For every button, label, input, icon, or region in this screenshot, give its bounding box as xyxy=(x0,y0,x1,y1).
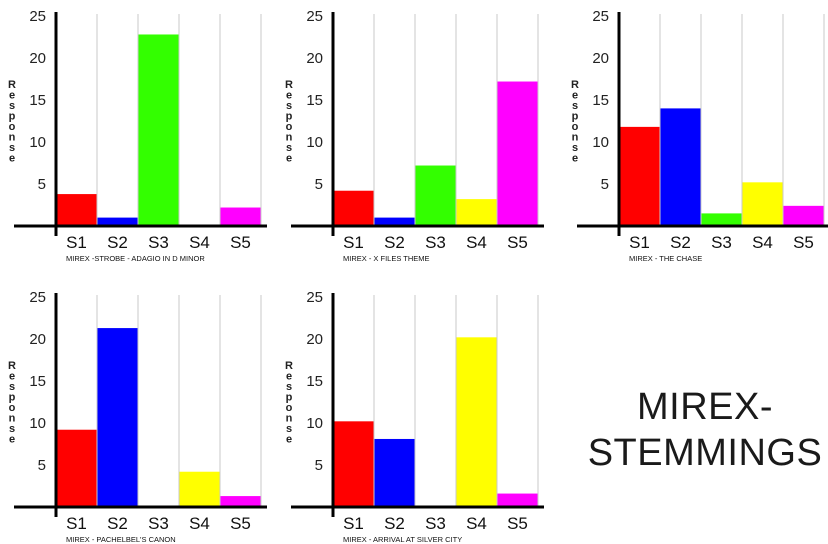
category-label-s5: S5 xyxy=(230,233,251,252)
y-tick-label: 15 xyxy=(306,373,323,390)
category-label-s4: S4 xyxy=(189,233,210,252)
category-label-s5: S5 xyxy=(793,233,814,252)
bar-s4 xyxy=(742,182,783,226)
y-tick-label: 25 xyxy=(29,289,46,306)
y-tick-label: 25 xyxy=(29,8,46,25)
y-tick-label: 25 xyxy=(306,8,323,25)
bar-s4 xyxy=(456,199,497,226)
bar-s3 xyxy=(701,213,742,226)
y-tick-label: 25 xyxy=(592,8,609,25)
y-tick-label: 5 xyxy=(38,457,46,474)
category-label-s2: S2 xyxy=(670,233,691,252)
category-label-s3: S3 xyxy=(711,233,732,252)
bar-s1 xyxy=(56,429,97,507)
y-tick-label: 10 xyxy=(592,134,609,151)
chart-subtitle: MIREX - X FILES THEME xyxy=(343,254,430,263)
y-tick-label: 5 xyxy=(601,176,609,193)
category-label-s1: S1 xyxy=(343,233,364,252)
y-tick-label: 10 xyxy=(29,134,46,151)
y-tick-label: 10 xyxy=(306,415,323,432)
category-label-s2: S2 xyxy=(107,514,128,533)
category-label-s5: S5 xyxy=(507,233,528,252)
category-label-s5: S5 xyxy=(507,514,528,533)
bar-s1 xyxy=(333,421,374,507)
chart-panel-4: 5 10 15 20 25 R e s p o n s e S1 S2 S3 S4 S5 MIREX - PACHE… xyxy=(8,289,267,544)
bar-s4 xyxy=(179,471,220,507)
bar-s5 xyxy=(220,496,261,507)
y-tick-label: 5 xyxy=(315,457,323,474)
y-tick-label: 15 xyxy=(306,92,323,109)
category-label-s2: S2 xyxy=(107,233,128,252)
category-label-s1: S1 xyxy=(66,233,87,252)
y-tick-label: 10 xyxy=(306,134,323,151)
category-label-s1: S1 xyxy=(343,514,364,533)
bar-s1 xyxy=(619,126,660,226)
category-label-s3: S3 xyxy=(425,514,446,533)
y-tick-label: 15 xyxy=(29,92,46,109)
category-label-s3: S3 xyxy=(148,514,169,533)
category-label-s4: S4 xyxy=(189,514,210,533)
category-label-s3: S3 xyxy=(148,233,169,252)
bar-s5 xyxy=(220,207,261,226)
chart-panel-3: 5 10 15 20 25 R e s p o n s e S1 S2 S3 S4 S5 MIREX - THE C… xyxy=(571,8,828,263)
category-label-s2: S2 xyxy=(384,233,405,252)
category-label-s2: S2 xyxy=(384,514,405,533)
y-tick-label: 20 xyxy=(306,331,323,348)
y-tick-label: 15 xyxy=(29,373,46,390)
y-tick-label: 10 xyxy=(29,415,46,432)
category-label-s3: S3 xyxy=(425,233,446,252)
bar-s5 xyxy=(497,81,538,227)
chart-subtitle: MIREX -STROBE - ADAGIO IN D MINOR xyxy=(66,254,205,263)
category-label-s4: S4 xyxy=(466,233,487,252)
y-tick-label: 20 xyxy=(306,50,323,67)
bar-s5 xyxy=(783,205,824,226)
bar-s1 xyxy=(333,190,374,226)
bar-s2 xyxy=(374,217,415,226)
y-tick-label: 5 xyxy=(315,176,323,193)
chart-subtitle: MIREX - ARRIVAL AT SILVER CITY xyxy=(343,535,462,544)
bar-s2 xyxy=(97,328,138,507)
bar-s5 xyxy=(497,493,538,507)
chart-subtitle: MIREX - PACHELBEL'S CANON xyxy=(66,535,176,544)
chart-panel-1: 5 10 15 20 25 R e s p o n s e S1 S2 S3 S4 S5 MIREX -STROBE… xyxy=(8,8,267,263)
bar-s2 xyxy=(660,108,701,226)
y-tick-label: 20 xyxy=(29,331,46,348)
bar-s1 xyxy=(56,194,97,226)
y-tick-label: 20 xyxy=(592,50,609,67)
category-label-s1: S1 xyxy=(66,514,87,533)
y-tick-label: 25 xyxy=(306,289,323,306)
bar-s2 xyxy=(97,217,138,226)
chart-subtitle: MIREX - THE CHASE xyxy=(629,254,702,263)
category-label-s4: S4 xyxy=(466,514,487,533)
chart-panel-5: 5 10 15 20 25 R e s p o n s e S1 S2 S3 S4 S5 MIREX - ARRIV… xyxy=(285,289,544,544)
figure-title-line-1: MIREX- xyxy=(637,386,773,428)
bar-s2 xyxy=(374,438,415,507)
bar-s4 xyxy=(456,337,497,507)
bar-s3 xyxy=(138,34,179,227)
figure-title-line-2: STEMMINGS xyxy=(587,432,823,474)
y-tick-label: 20 xyxy=(29,50,46,67)
category-label-s5: S5 xyxy=(230,514,251,533)
y-tick-label: 15 xyxy=(592,92,609,109)
chart-panel-2: 5 10 15 20 25 R e s p o n s e S1 S2 S3 S4 S5 MIREX - X FIL… xyxy=(285,8,544,263)
bar-s3 xyxy=(415,165,456,226)
figure-title: MIREX- STEMMINGS xyxy=(585,384,825,476)
category-label-s4: S4 xyxy=(752,233,773,252)
category-label-s1: S1 xyxy=(629,233,650,252)
y-tick-label: 5 xyxy=(38,176,46,193)
